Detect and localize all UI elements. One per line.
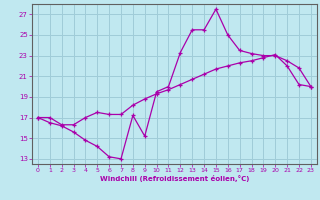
X-axis label: Windchill (Refroidissement éolien,°C): Windchill (Refroidissement éolien,°C)	[100, 175, 249, 182]
